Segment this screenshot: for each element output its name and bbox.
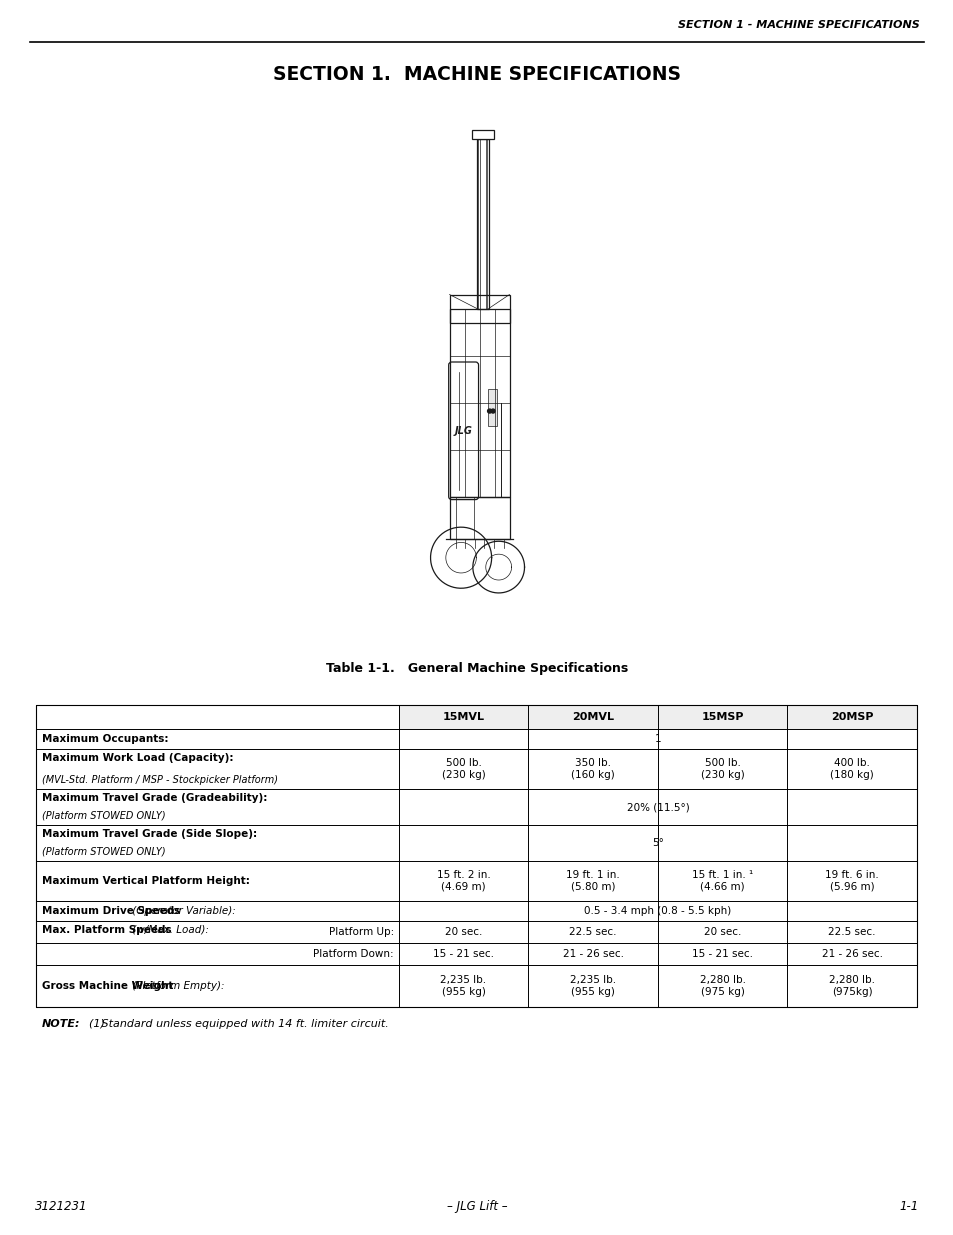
Text: 15MVL: 15MVL [442, 713, 484, 722]
Text: 22.5 sec.: 22.5 sec. [569, 927, 617, 937]
Text: (w/Max. Load):: (w/Max. Load): [129, 925, 209, 935]
Text: 2,280 lb.
(975kg): 2,280 lb. (975kg) [828, 976, 874, 997]
Text: Standard unless equipped with 14 ft. limiter circuit.: Standard unless equipped with 14 ft. lim… [98, 1019, 388, 1029]
Text: 2,280 lb.
(975 kg): 2,280 lb. (975 kg) [699, 976, 745, 997]
Text: (Platform STOWED ONLY): (Platform STOWED ONLY) [42, 847, 166, 857]
Bar [449, 496, 509, 538]
Text: 20MSP: 20MSP [830, 713, 873, 722]
Text: Maximum Travel Grade (Side Slope):: Maximum Travel Grade (Side Slope): [42, 829, 257, 839]
Text: 400 lb.
(180 kg): 400 lb. (180 kg) [829, 758, 873, 779]
Text: 1: 1 [654, 734, 660, 743]
Bar [36, 705, 916, 1007]
Text: 500 lb.
(230 kg): 500 lb. (230 kg) [441, 758, 485, 779]
Text: 2,235 lb.
(955 kg): 2,235 lb. (955 kg) [570, 976, 616, 997]
Text: Maximum Work Load (Capacity):: Maximum Work Load (Capacity): [42, 753, 233, 763]
Text: 20MVL: 20MVL [572, 713, 614, 722]
Text: 0.5 - 3.4 mph (0.8 - 5.5 kph): 0.5 - 3.4 mph (0.8 - 5.5 kph) [583, 906, 731, 916]
Text: (Operator Variable):: (Operator Variable): [129, 906, 235, 916]
Bar [528, 705, 658, 729]
Text: SECTION 1 - MACHINE SPECIFICATIONS: SECTION 1 - MACHINE SPECIFICATIONS [678, 20, 919, 30]
Text: (Platform STOWED ONLY): (Platform STOWED ONLY) [42, 811, 166, 821]
Text: Platform Up:: Platform Up: [328, 927, 394, 937]
Bar [658, 705, 786, 729]
Text: JLG: JLG [455, 426, 472, 436]
Text: Maximum Vertical Platform Height:: Maximum Vertical Platform Height: [42, 876, 250, 885]
Text: NOTE:: NOTE: [42, 1019, 80, 1029]
Text: 15 - 21 sec.: 15 - 21 sec. [433, 948, 494, 960]
Text: Gross Machine Weight: Gross Machine Weight [42, 981, 173, 990]
Text: Platform Down:: Platform Down: [313, 948, 394, 960]
Text: (Platform Empty):: (Platform Empty): [129, 981, 224, 990]
Text: 21 - 26 sec.: 21 - 26 sec. [562, 948, 623, 960]
Text: 21 - 26 sec.: 21 - 26 sec. [821, 948, 882, 960]
Bar [487, 389, 496, 426]
Bar [398, 705, 528, 729]
Bar [449, 294, 509, 322]
Bar [449, 309, 509, 496]
Circle shape [487, 409, 491, 412]
Text: 15MSP: 15MSP [700, 713, 743, 722]
Text: 3121231: 3121231 [35, 1200, 88, 1213]
Text: 22.5 sec.: 22.5 sec. [827, 927, 875, 937]
Text: Max. Platform Speeds: Max. Platform Speeds [42, 925, 172, 935]
Text: 2,235 lb.
(955 kg): 2,235 lb. (955 kg) [440, 976, 486, 997]
Text: 20 sec.: 20 sec. [703, 927, 740, 937]
Bar [786, 705, 916, 729]
Text: 15 - 21 sec.: 15 - 21 sec. [692, 948, 752, 960]
Text: 19 ft. 6 in.
(5.96 m): 19 ft. 6 in. (5.96 m) [824, 871, 878, 892]
Text: (MVL-Std. Platform / MSP - Stockpicker Platform): (MVL-Std. Platform / MSP - Stockpicker P… [42, 776, 277, 785]
Bar [476, 140, 488, 309]
Text: 350 lb.
(160 kg): 350 lb. (160 kg) [571, 758, 615, 779]
Circle shape [491, 409, 495, 412]
Text: (1): (1) [82, 1019, 105, 1029]
Text: Maximum Drive Speeds: Maximum Drive Speeds [42, 906, 180, 916]
Text: 500 lb.
(230 kg): 500 lb. (230 kg) [700, 758, 743, 779]
FancyBboxPatch shape [472, 130, 493, 140]
Text: 1-1: 1-1 [899, 1200, 918, 1213]
Text: 20 sec.: 20 sec. [444, 927, 481, 937]
Bar [479, 140, 485, 309]
Text: Maximum Travel Grade (Gradeability):: Maximum Travel Grade (Gradeability): [42, 793, 267, 803]
Bar [478, 140, 487, 309]
Text: 15 ft. 2 in.
(4.69 m): 15 ft. 2 in. (4.69 m) [436, 871, 490, 892]
Text: 5°: 5° [651, 839, 663, 848]
Text: – JLG Lift –: – JLG Lift – [446, 1200, 507, 1213]
Text: Maximum Occupants:: Maximum Occupants: [42, 734, 169, 743]
Text: SECTION 1.  MACHINE SPECIFICATIONS: SECTION 1. MACHINE SPECIFICATIONS [273, 65, 680, 84]
Text: 15 ft. 1 in. ¹
(4.66 m): 15 ft. 1 in. ¹ (4.66 m) [691, 871, 753, 892]
Text: 19 ft. 1 in.
(5.80 m): 19 ft. 1 in. (5.80 m) [566, 871, 619, 892]
Text: Table 1-1.   General Machine Specifications: Table 1-1. General Machine Specification… [326, 662, 627, 676]
Text: 20% (11.5°): 20% (11.5°) [626, 802, 688, 811]
